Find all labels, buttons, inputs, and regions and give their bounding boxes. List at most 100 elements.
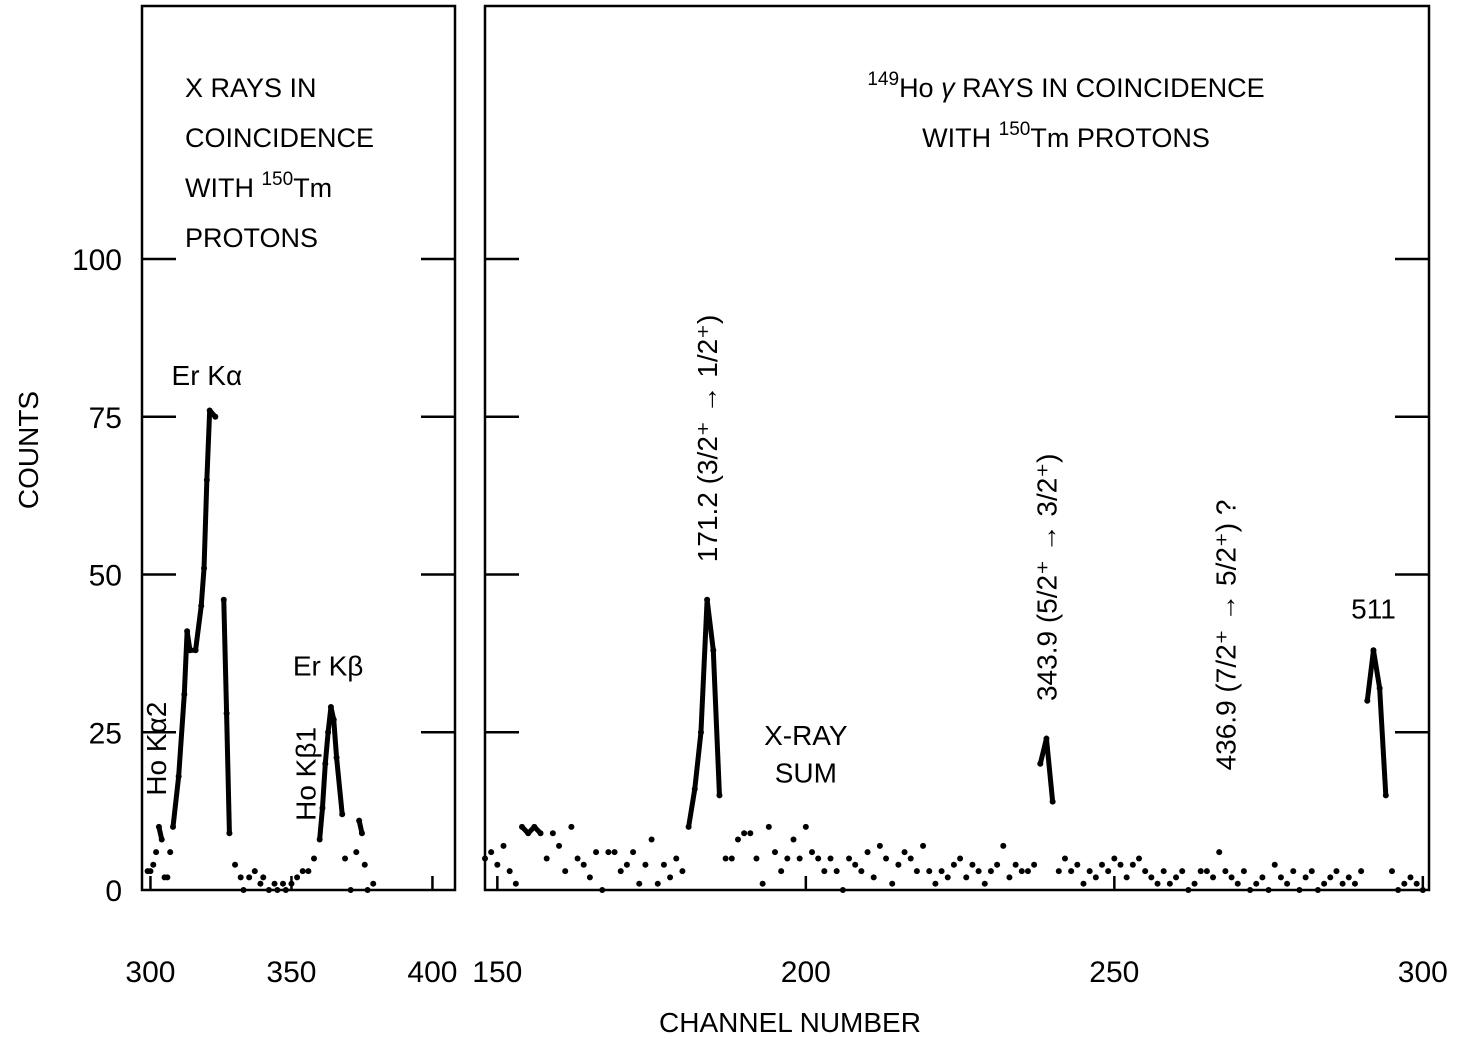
xray-data-point <box>305 868 312 875</box>
gamma-peak-segment <box>1043 736 1056 805</box>
xray-data-point <box>170 823 177 830</box>
gamma-data-point <box>519 823 526 830</box>
gamma-x-tick-label: 250 <box>1089 956 1139 989</box>
xray-data-point <box>339 811 346 818</box>
gamma-data-point <box>494 861 501 868</box>
gamma-peak-label: 343.9 (5/2⁺ → 3/2⁺) <box>1031 454 1062 701</box>
gamma-data-point <box>586 874 593 881</box>
xray-data-point <box>237 874 244 881</box>
xray-data-points <box>144 407 377 893</box>
xray-peak-segment <box>221 597 230 716</box>
xray-data-point <box>265 887 272 893</box>
gamma-data-point <box>1111 855 1118 862</box>
xray-x-tick-label: 300 <box>125 956 175 989</box>
gamma-data-point <box>568 823 575 830</box>
xray-data-point <box>155 823 162 830</box>
gamma-data-point <box>1037 760 1044 767</box>
gamma-data-point <box>1290 868 1297 875</box>
gamma-data-point <box>1345 874 1352 881</box>
gamma-data-point <box>1339 880 1346 887</box>
gamma-data-point <box>1092 874 1099 881</box>
gamma-data-point <box>1006 874 1013 881</box>
gamma-data-point <box>969 861 976 868</box>
gamma-peak-segment <box>692 729 704 792</box>
x-axis-title: CHANNEL NUMBER <box>659 1007 921 1038</box>
xray-peak-segment <box>224 710 232 836</box>
xray-data-point <box>186 647 193 654</box>
gamma-data-point <box>1351 880 1358 887</box>
gamma-data-point <box>1123 874 1130 881</box>
gamma-data-point <box>1222 868 1229 875</box>
xray-data-point <box>347 887 354 893</box>
xray-data-point <box>319 804 326 811</box>
gamma-data-point <box>697 729 704 736</box>
xray-peak-segment <box>193 603 204 653</box>
gamma-data-point <box>1253 880 1260 887</box>
gamma-data-point <box>506 868 513 875</box>
xray-data-point <box>279 880 286 887</box>
gamma-data-point <box>981 880 988 887</box>
gamma-data-point <box>1018 868 1025 875</box>
gamma-data-point <box>667 874 674 881</box>
gamma-data-point <box>1154 880 1161 887</box>
xray-data-point <box>150 861 157 868</box>
xray-peak-segment <box>317 805 325 843</box>
gamma-data-point <box>833 868 840 875</box>
gamma-data-point <box>734 836 741 843</box>
xray-peak-labels: Er Kα Er Kβ Ho Kα2 Ho Kβ1 <box>141 360 363 821</box>
xray-title-line: X RAYS IN <box>185 73 317 103</box>
xray-data-point <box>192 647 199 654</box>
xray-panel-title: X RAYS IN COINCIDENCE WITH 150Tm PROTONS <box>185 73 374 253</box>
xray-data-point <box>294 874 301 881</box>
gamma-data-point <box>1160 868 1167 875</box>
xray-peak-segment <box>322 729 331 767</box>
gamma-data-point <box>815 855 822 862</box>
gamma-data-point <box>1173 874 1180 881</box>
y-tick-label: 25 <box>89 717 122 750</box>
gamma-data-point <box>1296 887 1303 893</box>
gamma-data-point <box>1240 868 1247 875</box>
gamma-peak-label: 171.2 (3/2⁺ → 1/2⁺) <box>692 315 723 562</box>
gamma-data-point <box>963 874 970 881</box>
xray-peak-segment <box>331 717 340 760</box>
xray-data-point <box>226 830 233 837</box>
gamma-peak-label: X-RAY <box>764 720 848 751</box>
gamma-data-point <box>556 842 563 849</box>
gamma-data-point <box>1388 868 1395 875</box>
gamma-data-point <box>1197 868 1204 875</box>
gamma-data-point <box>1049 798 1056 805</box>
xray-data-point <box>257 880 264 887</box>
gamma-data-point <box>1247 887 1254 893</box>
gamma-data-point <box>1407 874 1414 881</box>
gamma-data-point <box>605 849 612 856</box>
xray-data-point <box>358 830 365 837</box>
y-axis-title: COUNTS <box>13 391 44 509</box>
xray-peak-label: Ho Kβ1 <box>291 727 322 821</box>
gamma-data-point <box>1098 861 1105 868</box>
gamma-data-point <box>827 855 834 862</box>
gamma-title-line: 149Ho γ RAYS IN COINCIDENCE <box>867 69 1264 103</box>
gamma-data-point <box>531 823 538 830</box>
gamma-data-point <box>648 836 655 843</box>
gamma-data-point <box>1364 697 1371 704</box>
xray-ticks: 300 350 400 0 25 50 75 100 <box>72 244 458 989</box>
gamma-data-point <box>673 855 680 862</box>
gamma-data-point <box>1321 880 1328 887</box>
xray-title-line: COINCIDENCE <box>185 123 374 153</box>
gamma-data-point <box>809 849 816 856</box>
xray-data-point <box>220 596 227 603</box>
gamma-data-point <box>685 823 692 830</box>
gamma-data-point <box>1284 880 1291 887</box>
gamma-data-point <box>704 596 711 603</box>
gamma-data-point <box>660 861 667 868</box>
gamma-ticks: 150 200 250 300 <box>472 257 1448 989</box>
y-tick-label: 0 <box>105 875 122 908</box>
xray-data-point <box>333 754 340 761</box>
xray-data-point <box>184 628 191 635</box>
gamma-data-point <box>630 849 637 856</box>
gamma-data-point <box>870 874 877 881</box>
xray-data-point <box>240 887 247 893</box>
gamma-data-point <box>716 792 723 799</box>
gamma-data-point <box>944 874 951 881</box>
gamma-data-point <box>1228 874 1235 881</box>
